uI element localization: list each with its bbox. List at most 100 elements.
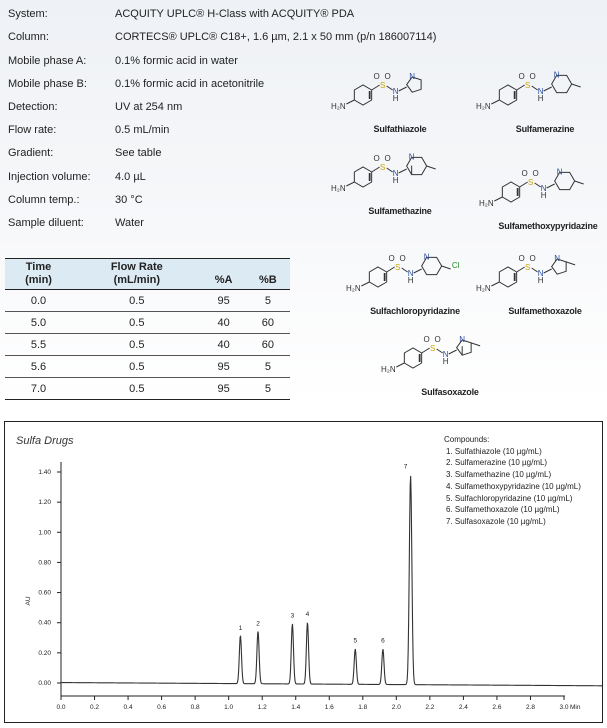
svg-text:O: O xyxy=(385,154,391,163)
svg-text:N: N xyxy=(538,269,544,278)
x-tick-label: 1.8 xyxy=(358,704,367,711)
table-row: 5.6 0.5 95 5 xyxy=(5,355,290,378)
svg-text:N: N xyxy=(393,169,399,178)
table-row: 7.0 0.5 95 5 xyxy=(5,377,290,400)
condition-value: Water xyxy=(115,217,144,229)
svg-text:O: O xyxy=(435,335,441,344)
chart-title: Sulfa Drugs xyxy=(16,435,74,447)
condition-label: Column: xyxy=(8,31,49,43)
x-tick-label: 2.6 xyxy=(492,704,501,711)
svg-text:H: H xyxy=(408,276,414,285)
legend-entry: 3. Sulfamethazine (10 µg/mL) xyxy=(446,470,552,480)
svg-text:N: N xyxy=(443,350,449,359)
svg-text:H₂N: H₂N xyxy=(331,102,346,111)
svg-text:H₂N: H₂N xyxy=(479,199,494,208)
svg-text:O: O xyxy=(519,254,525,263)
y-tick-label: 1.00 xyxy=(38,529,51,536)
svg-text:O: O xyxy=(522,169,528,178)
chromatogram-trace xyxy=(61,475,602,687)
y-tick-label: 1.20 xyxy=(38,499,51,506)
condition-value: See table xyxy=(115,147,162,159)
condition-label: Mobile phase B: xyxy=(8,78,87,90)
x-tick-label: 0.0 xyxy=(56,704,65,711)
svg-text:S: S xyxy=(380,81,385,90)
legend-entry: 7. Sulfasoxazole (10 µg/mL) xyxy=(446,516,546,526)
table-cell: 0.5 xyxy=(72,311,202,334)
table-cell: 5 xyxy=(245,289,290,312)
header-line xyxy=(202,261,246,274)
table-cell: 5.5 xyxy=(5,333,73,356)
svg-text:S: S xyxy=(430,344,435,353)
svg-text:O: O xyxy=(530,254,536,263)
structure-name: Sulfamerazine xyxy=(515,124,575,134)
svg-text:N: N xyxy=(557,167,563,176)
svg-text:H₂N: H₂N xyxy=(346,284,361,293)
x-tick-label: 2.8 xyxy=(526,704,535,711)
condition-value: 0.1% formic acid in water xyxy=(115,55,238,67)
condition-value: UV at 254 nm xyxy=(115,101,183,113)
svg-text:Cl: Cl xyxy=(452,261,460,270)
svg-text:H₂N: H₂N xyxy=(476,284,491,293)
table-cell: 40 xyxy=(201,311,246,334)
table-cell: 0.5 xyxy=(72,289,202,312)
svg-text:N: N xyxy=(459,335,465,344)
svg-text:O: O xyxy=(533,169,539,178)
condition-label: Column temp.: xyxy=(8,194,80,206)
condition-value: 0.5 mL/min xyxy=(115,124,170,136)
svg-text:O: O xyxy=(389,254,395,263)
svg-text:O: O xyxy=(400,254,406,263)
condition-label: Injection volume: xyxy=(8,171,91,183)
structure-name: Sulfathiazole xyxy=(373,124,427,134)
svg-text:H: H xyxy=(538,276,544,285)
chart-plot: 0.0 0.2 0.4 0.6 0.8 1.0 1.2 1.4 1.6 1.8 2.0 2.2 2.4 2… xyxy=(25,462,602,711)
svg-text:N: N xyxy=(409,72,415,81)
chart-legend: Compounds: 1. Sulfathiazole (10 µg/mL) 2.… xyxy=(444,434,581,528)
y-tick-label: 0.20 xyxy=(38,650,51,657)
legend-title: Compounds: xyxy=(444,435,490,444)
svg-text:N: N xyxy=(541,184,547,193)
svg-text:O: O xyxy=(424,335,430,344)
peak-label: 3 xyxy=(291,613,295,620)
y-tick-label: 0.60 xyxy=(38,590,51,597)
svg-text:N: N xyxy=(538,87,544,96)
peak-label: 5 xyxy=(353,638,357,645)
peak-label: 6 xyxy=(381,638,385,645)
gradient-table: Time (min) Flow Rate (mL/min) %A %B 0.0 0.5 95 5… xyxy=(5,258,290,400)
table-cell: 0.5 xyxy=(72,333,202,356)
svg-text:S: S xyxy=(525,81,530,90)
svg-text:N: N xyxy=(554,254,560,263)
condition-value: 4.0 µL xyxy=(115,171,146,183)
table-cell: 40 xyxy=(201,333,246,356)
header-line xyxy=(246,261,290,274)
y-axis-label: AU xyxy=(25,596,32,605)
peak-label: 2 xyxy=(256,620,260,627)
svg-text:H₂N: H₂N xyxy=(381,365,396,374)
table-row: 0.0 0.5 95 5 xyxy=(5,289,290,312)
svg-text:H₂N: H₂N xyxy=(476,102,491,111)
table-cell: 5 xyxy=(245,377,290,400)
y-tick-label: 0.40 xyxy=(38,620,51,627)
header-line: (min) xyxy=(25,274,52,286)
condition-label: Sample diluent: xyxy=(8,217,84,229)
table-cell: 0.5 xyxy=(72,355,202,378)
condition-value: ACQUITY UPLC® H-Class with ACQUITY® PDA xyxy=(115,8,355,20)
x-tick-label: 1.0 xyxy=(224,704,233,711)
peak-label: 7 xyxy=(404,464,408,471)
column-header: %B xyxy=(245,258,290,290)
table-cell: 60 xyxy=(245,333,290,356)
condition-label: Detection: xyxy=(8,101,58,113)
svg-text:H: H xyxy=(393,94,399,103)
svg-text:H: H xyxy=(393,176,399,185)
structure-name: Sulfamethoxazole xyxy=(508,306,582,316)
svg-text:H₂N: H₂N xyxy=(331,184,346,193)
x-tick-label: 2.2 xyxy=(425,704,434,711)
x-tick-label: 0.6 xyxy=(157,704,166,711)
condition-label: Gradient: xyxy=(8,147,54,159)
svg-text:S: S xyxy=(525,263,530,272)
svg-text:H: H xyxy=(538,94,544,103)
svg-text:N: N xyxy=(409,152,415,161)
